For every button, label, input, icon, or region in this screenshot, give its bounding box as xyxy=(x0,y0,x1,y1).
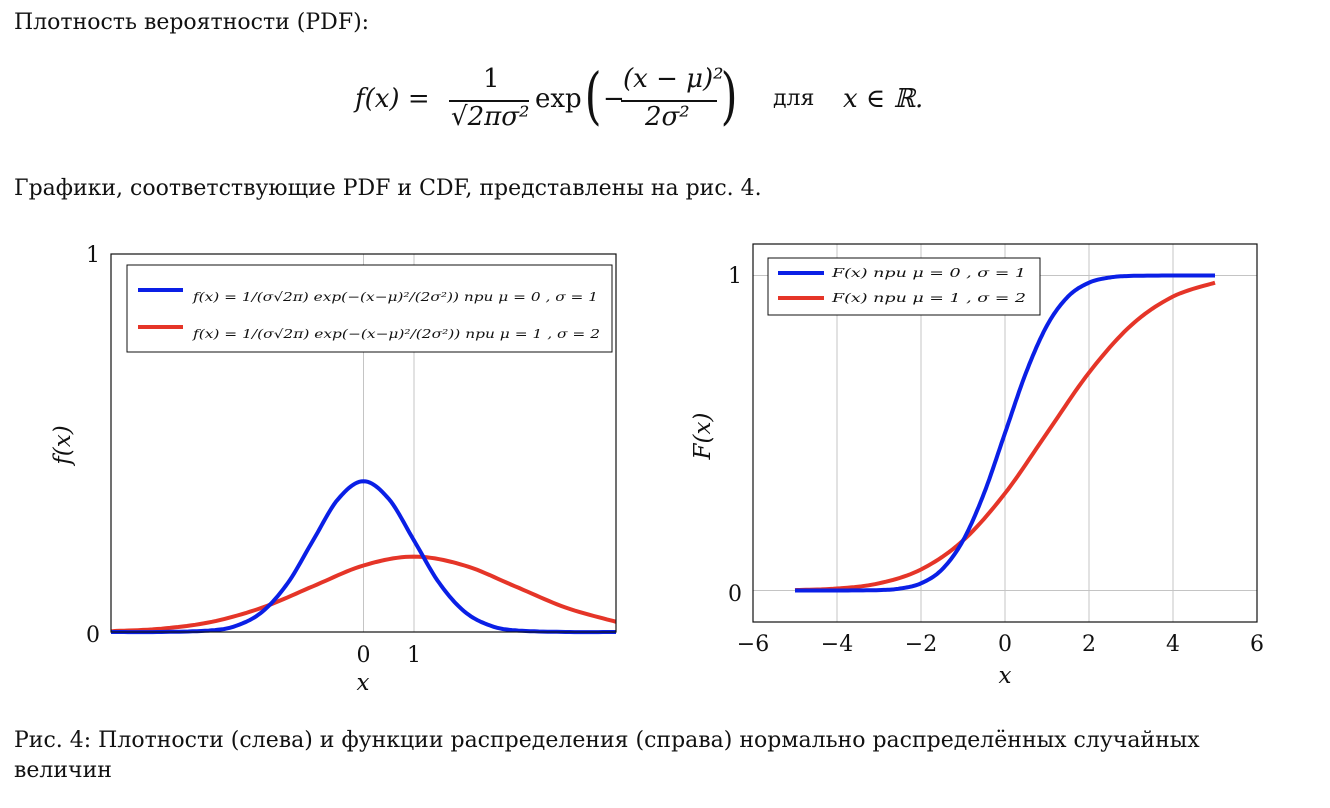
formula-for-word: для xyxy=(773,86,815,111)
cdf-legend: F(x) при μ = 0 , σ = 1 F(x) при μ = 1 , … xyxy=(767,257,1041,316)
pdf-legend-label-red: f(x) = 1/(σ√2π) exp(−(x−μ)²/(2σ²)) при μ… xyxy=(192,327,600,341)
cdf-xtick: −6 xyxy=(737,632,769,657)
pdf-plot-frame xyxy=(110,253,617,633)
cdf-xtick: 4 xyxy=(1166,632,1180,657)
cdf-xlabel: x xyxy=(999,663,1012,689)
pdf-ytick-0: 0 xyxy=(86,623,100,648)
formula-den: √2πσ² xyxy=(451,102,530,132)
formula-inner-den: 2σ² xyxy=(645,102,690,132)
cdf-ytick-1: 1 xyxy=(728,264,742,289)
formula-num: 1 xyxy=(483,64,500,94)
pdf-xtick-0: 0 xyxy=(357,643,371,668)
formula-inner-num: (x − μ)² xyxy=(623,64,724,94)
pdf-series-red-line xyxy=(110,554,617,634)
formula-exp: exp xyxy=(535,84,582,114)
formula-left-paren: ( xyxy=(584,59,602,132)
cdf-xticks: −6 −4 −2 0 2 4 6 xyxy=(737,632,1264,657)
cdf-legend-label-red: F(x) при μ = 1 , σ = 2 xyxy=(831,291,1026,305)
cdf-series-blue-line xyxy=(795,273,1215,593)
formula-lhs: f(x) = xyxy=(355,84,430,114)
pdf-xlabel: x xyxy=(357,670,370,696)
figure-caption: Рис. 4: Плотности (слева) и функции расп… xyxy=(14,728,1200,783)
intro-text: Плотность вероятности (PDF): xyxy=(14,10,370,35)
pdf-legend: f(x) = 1/(σ√2π) exp(−(x−μ)²/(2σ²)) при μ… xyxy=(126,264,613,353)
cdf-plot-frame xyxy=(752,243,1258,623)
pdf-legend-label-blue: f(x) = 1/(σ√2π) exp(−(x−μ)²/(2σ²)) при μ… xyxy=(192,290,598,304)
cdf-ytick-0: 0 xyxy=(728,582,742,607)
formula-right-paren: ) xyxy=(720,59,738,132)
formula-minus: − xyxy=(603,84,625,114)
cdf-xtick: −4 xyxy=(821,632,853,657)
pdf-series-blue-line xyxy=(111,479,616,635)
cdf-series-red-line xyxy=(794,280,1216,593)
pdf-legend-box xyxy=(126,264,613,353)
pdf-xtick-1: 1 xyxy=(407,643,421,668)
pdf-ylabel: f(x) xyxy=(50,425,76,466)
pdf-ytick-1: 1 xyxy=(86,243,100,268)
cdf-ylabel: F(x) xyxy=(690,413,716,461)
formula-fraction-bar xyxy=(449,100,529,102)
figure-reference-text: Графики, соответствующие PDF и CDF, пред… xyxy=(14,176,762,201)
cdf-xtick: −2 xyxy=(905,632,937,657)
cdf-legend-box xyxy=(767,257,1041,316)
cdf-xtick: 2 xyxy=(1082,632,1096,657)
cdf-xtick: 0 xyxy=(998,632,1012,657)
cdf-legend-label-blue: F(x) при μ = 0 , σ = 1 xyxy=(831,266,1026,280)
cdf-xtick: 6 xyxy=(1250,632,1264,657)
formula-domain: x ∈ ℝ. xyxy=(843,84,924,114)
formula-inner-fraction-bar xyxy=(621,100,717,102)
